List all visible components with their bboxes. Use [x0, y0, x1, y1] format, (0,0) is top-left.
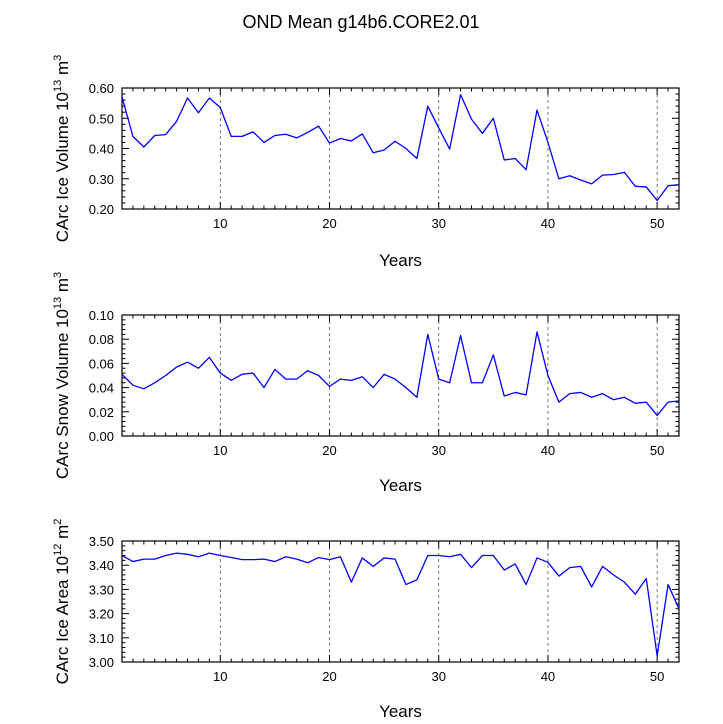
x-tick-label: 40 — [541, 443, 555, 458]
series-line — [121, 94, 680, 202]
y-tick-label: 3.10 — [89, 631, 114, 646]
y-tick-label: 0.08 — [89, 332, 114, 347]
series-line — [121, 552, 680, 657]
x-tick-label: 10 — [213, 216, 227, 231]
x-tick-label: 40 — [541, 669, 555, 684]
y-tick-label: 0.40 — [89, 142, 114, 157]
y-axis-label: CArc Ice Area 1012 m2 — [52, 519, 72, 685]
panel-3: 10 20 30 40 50 3.00 3.10 3.20 3.30 3.40 3.50 Years C… — [52, 519, 680, 721]
y-axis-label: CArc Ice Volume 1013 m3 — [52, 55, 72, 243]
y-tick-label: 0.02 — [89, 405, 114, 420]
y-tick-label: 0.10 — [89, 308, 114, 323]
x-tick-label: 20 — [322, 216, 336, 231]
x-axis-label: Years — [379, 476, 422, 495]
y-tick-label: 3.00 — [89, 655, 114, 670]
panel-1: 10 20 30 40 50 0.20 0.30 0.40 0.50 0.60 Years CArc … — [52, 55, 680, 270]
x-tick-label: 20 — [322, 669, 336, 684]
x-tick-label: 30 — [431, 443, 445, 458]
figure-title: OND Mean g14b6.CORE2.01 — [242, 12, 479, 32]
y-tick-label: 0.30 — [89, 172, 114, 187]
x-tick-label: 40 — [541, 216, 555, 231]
y-tick-label: 0.50 — [89, 111, 114, 126]
y-tick-label: 0.06 — [89, 356, 114, 371]
series-line — [121, 331, 680, 417]
y-tick-label: 3.30 — [89, 582, 114, 597]
y-tick-label: 3.50 — [89, 534, 114, 549]
x-tick-label: 50 — [650, 443, 664, 458]
plot-frame — [121, 540, 680, 663]
y-tick-label: 0.20 — [89, 202, 114, 217]
plot-frame — [121, 87, 680, 210]
y-tick-label: 0.04 — [89, 381, 114, 396]
y-tick-label: 0.60 — [89, 81, 114, 96]
x-tick-label: 10 — [213, 443, 227, 458]
plot-frame — [121, 314, 680, 437]
x-axis-label: Years — [379, 251, 422, 270]
x-tick-label: 10 — [213, 669, 227, 684]
y-tick-label: 0.00 — [89, 429, 114, 444]
x-tick-label: 20 — [322, 443, 336, 458]
x-tick-label: 30 — [431, 216, 445, 231]
x-axis-label: Years — [379, 702, 422, 721]
x-tick-label: 50 — [650, 669, 664, 684]
panel-2: 10 20 30 40 50 0.00 0.02 0.04 0.06 0.08 0.10 Years C… — [52, 272, 680, 495]
y-tick-label: 3.20 — [89, 607, 114, 622]
y-axis-label: CArc Snow Volume 1013 m3 — [52, 272, 72, 479]
y-tick-label: 3.40 — [89, 558, 114, 573]
x-tick-label: 30 — [431, 669, 445, 684]
x-tick-label: 50 — [650, 216, 664, 231]
